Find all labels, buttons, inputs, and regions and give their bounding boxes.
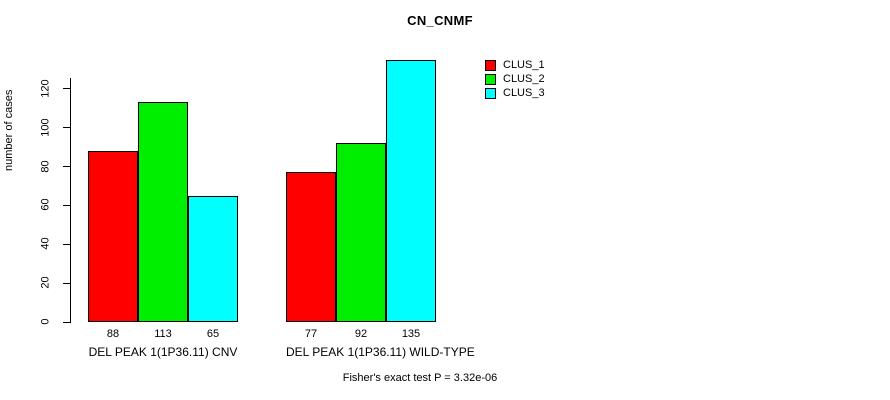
y-axis-tick — [63, 243, 70, 245]
bar-value-label: 88 — [106, 328, 120, 340]
x-axis-group-label: DEL PEAK 1(1P36.11) CNV — [88, 345, 238, 359]
legend-color-swatch — [485, 88, 496, 99]
bar-value-label: 135 — [401, 328, 421, 340]
legend-label: CLUS_1 — [503, 59, 545, 71]
y-axis-tick — [63, 166, 70, 168]
bar-value-label: 113 — [154, 328, 172, 340]
bar-clus_2-group1 — [138, 102, 188, 322]
y-axis-tick — [63, 127, 70, 129]
y-axis-tick — [63, 88, 70, 90]
legend-color-swatch — [485, 60, 496, 71]
y-axis-line — [70, 78, 71, 323]
legend-label: CLUS_3 — [503, 87, 545, 99]
bar-clus_3-group2 — [386, 59, 436, 322]
bar-clus_2-group2 — [336, 143, 386, 322]
statistical-annotation: Fisher's exact test P = 3.32e-06 — [342, 372, 498, 384]
bar-value-label: 65 — [206, 328, 220, 340]
bar-clus_1-group2 — [286, 172, 336, 322]
bar-value-label: 92 — [354, 328, 368, 340]
bar-clus_1-group1 — [88, 151, 138, 322]
bar-value-label: 77 — [304, 328, 318, 340]
y-axis-tick — [63, 204, 70, 206]
y-axis-tick — [63, 282, 70, 284]
legend-label: CLUS_2 — [503, 73, 545, 85]
x-axis-group-label: DEL PEAK 1(1P36.11) WILD-TYPE — [286, 345, 475, 359]
legend-color-swatch — [485, 74, 496, 85]
chart-title: CN_CNMF — [407, 13, 473, 28]
y-axis-tick — [63, 321, 70, 323]
bar-clus_3-group1 — [188, 195, 238, 322]
